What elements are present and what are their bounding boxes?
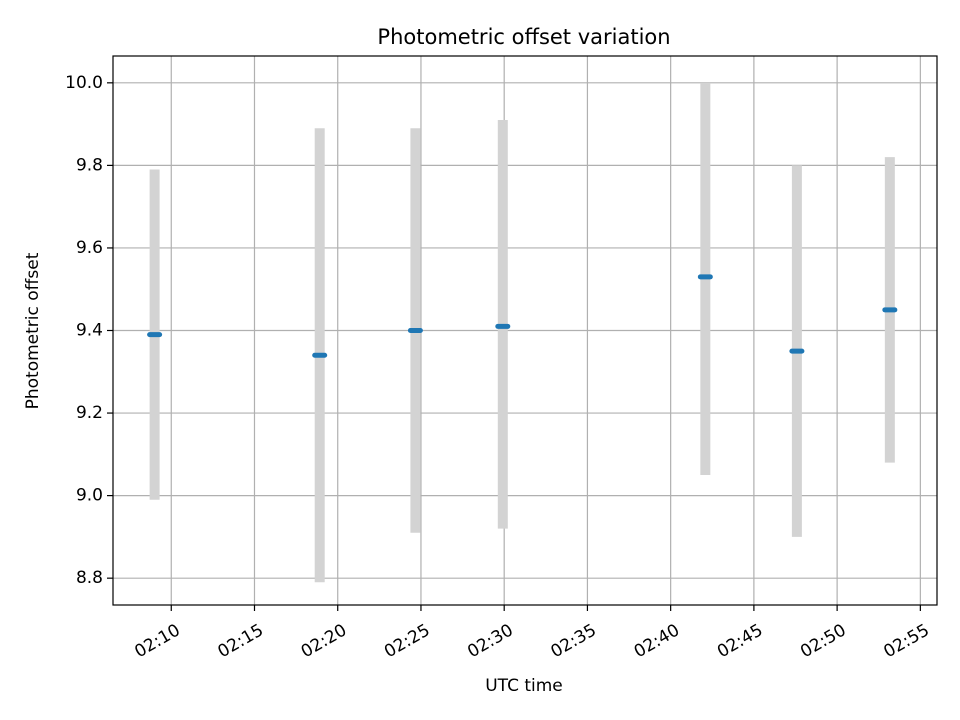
x-axis-label: UTC time [485, 676, 563, 696]
y-tick-label: 10.0 [65, 73, 103, 93]
y-tick-label: 9.0 [76, 486, 103, 506]
y-axis-ticks: 8.8 9.0 9.2 9.4 9.6 9.8 10.0 [65, 73, 113, 588]
y-axis-label: Photometric offset [23, 252, 43, 409]
y-tick-label: 9.8 [76, 155, 103, 175]
data-points [147, 274, 898, 358]
y-tick-label: 9.2 [76, 403, 103, 423]
y-tick-label: 9.4 [76, 321, 103, 341]
chart-title: Photometric offset variation [377, 25, 670, 49]
y-tick-label: 9.6 [76, 238, 103, 258]
y-tick-label: 8.8 [76, 568, 103, 588]
